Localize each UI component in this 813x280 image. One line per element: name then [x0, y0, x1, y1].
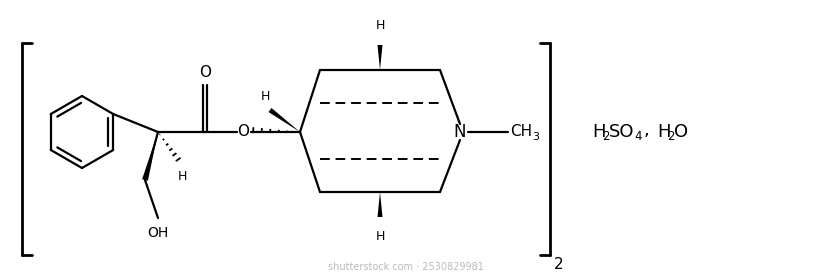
Text: 4: 4	[634, 130, 641, 143]
Text: ,: ,	[644, 121, 650, 139]
Text: H: H	[376, 19, 385, 32]
Polygon shape	[377, 45, 382, 70]
Polygon shape	[268, 108, 300, 132]
Text: OH: OH	[147, 226, 168, 240]
Text: N: N	[454, 123, 466, 141]
Text: shutterstock.com · 2530829981: shutterstock.com · 2530829981	[328, 262, 484, 272]
Text: 3: 3	[532, 132, 539, 142]
Text: 2: 2	[667, 130, 675, 143]
Text: H: H	[657, 123, 671, 141]
Text: O: O	[199, 65, 211, 80]
Text: H: H	[260, 90, 270, 103]
Text: H: H	[376, 230, 385, 243]
Text: CH: CH	[510, 125, 533, 139]
Text: SO: SO	[609, 123, 634, 141]
Text: 2: 2	[602, 130, 610, 143]
Text: H: H	[592, 123, 606, 141]
Text: H: H	[177, 170, 187, 183]
Text: O: O	[237, 125, 249, 139]
Text: 2: 2	[554, 257, 563, 272]
Polygon shape	[142, 132, 158, 181]
Text: O: O	[674, 123, 688, 141]
Polygon shape	[377, 192, 382, 217]
